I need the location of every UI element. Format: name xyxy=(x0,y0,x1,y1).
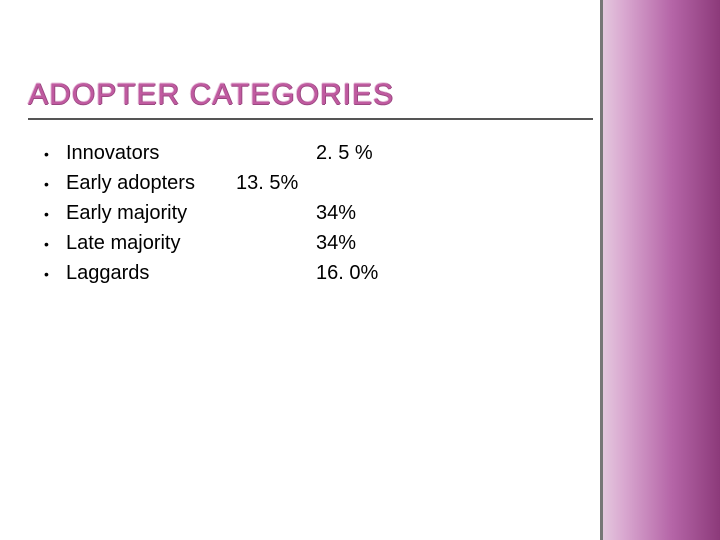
item-value: 16. 0% xyxy=(316,262,436,285)
item-label: Innovators xyxy=(66,142,236,165)
category-list: • Innovators 2. 5 % • Early adopters 13.… xyxy=(44,142,564,292)
list-item: • Early adopters 13. 5% xyxy=(44,172,564,202)
list-item: • Late majority 34% xyxy=(44,232,564,262)
item-mid: 13. 5% xyxy=(236,172,316,195)
item-label: Early majority xyxy=(66,202,236,225)
side-gradient-band xyxy=(600,0,720,540)
bullet-icon: • xyxy=(44,174,66,194)
bullet-icon: • xyxy=(44,264,66,284)
item-label: Early adopters xyxy=(66,172,236,195)
item-label: Late majority xyxy=(66,232,236,255)
bullet-icon: • xyxy=(44,144,66,164)
item-value: 2. 5 % xyxy=(316,142,436,165)
list-item: • Innovators 2. 5 % xyxy=(44,142,564,172)
title-underline xyxy=(28,118,593,120)
bullet-icon: • xyxy=(44,204,66,224)
page-title: ADOPTER CATEGORIES xyxy=(28,78,394,112)
list-item: • Laggards 16. 0% xyxy=(44,262,564,292)
item-value: 34% xyxy=(316,202,436,225)
list-item: • Early majority 34% xyxy=(44,202,564,232)
item-label: Laggards xyxy=(66,262,236,285)
item-value: 34% xyxy=(316,232,436,255)
bullet-icon: • xyxy=(44,234,66,254)
